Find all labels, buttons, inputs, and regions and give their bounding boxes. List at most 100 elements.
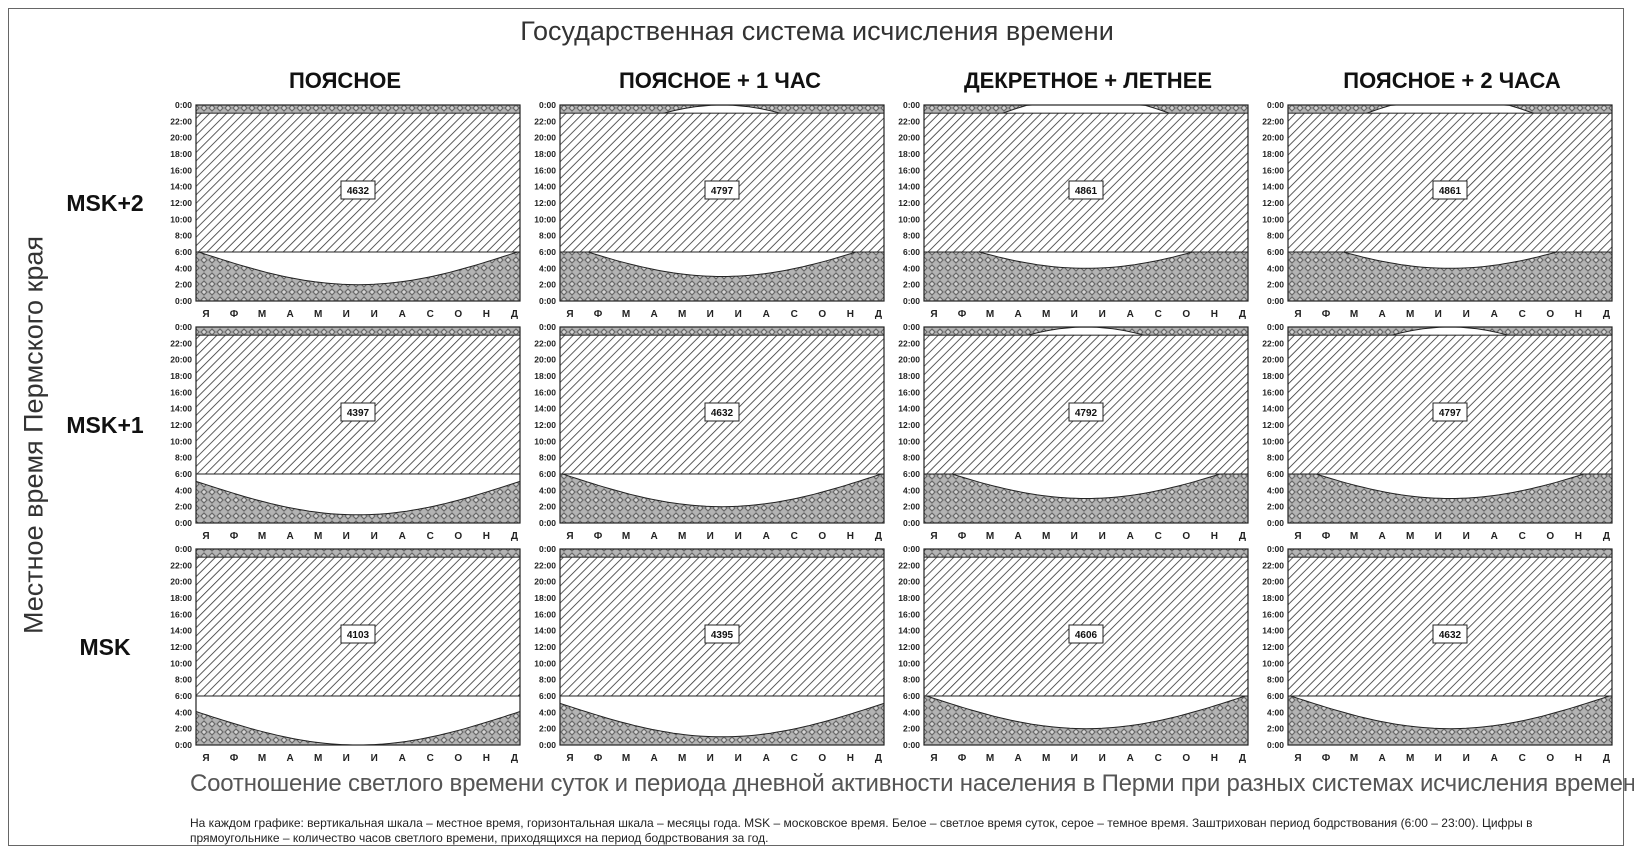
- x-tick-label: А: [399, 531, 406, 542]
- panel-border: [559, 548, 885, 746]
- y-tick-label: 2:00: [175, 280, 192, 290]
- x-tick-label: М: [258, 753, 266, 764]
- y-tick-label: 16:00: [898, 609, 920, 619]
- x-tick-label: О: [818, 531, 826, 542]
- x-tick-label: И: [735, 753, 742, 764]
- x-tick-label: М: [314, 753, 322, 764]
- x-tick-label: М: [1350, 753, 1358, 764]
- value-box: [340, 402, 376, 422]
- x-tick-label: С: [791, 309, 798, 320]
- y-tick-label: 0:00: [903, 322, 920, 332]
- x-tick-label: О: [454, 531, 462, 542]
- x-tick-label: Ф: [958, 309, 967, 320]
- y-tick-label: 12:00: [1262, 198, 1284, 208]
- y-tick-label: 22:00: [898, 116, 920, 126]
- x-tick-label: Н: [1575, 531, 1582, 542]
- x-tick-label: И: [1463, 309, 1470, 320]
- x-tick-label: С: [427, 531, 434, 542]
- x-tick-label: И: [1463, 531, 1470, 542]
- y-tick-label: 0:00: [903, 740, 920, 750]
- x-tick-label: Я: [1294, 753, 1301, 764]
- x-tick-label: И: [707, 531, 714, 542]
- x-tick-label: С: [1519, 309, 1526, 320]
- y-tick-label: 4:00: [903, 263, 920, 273]
- y-tick-label: 10:00: [534, 658, 556, 668]
- y-tick-label: 12:00: [1262, 642, 1284, 652]
- y-tick-label: 6:00: [539, 469, 556, 479]
- y-tick-label: 8:00: [903, 675, 920, 685]
- y-tick-label: 12:00: [170, 642, 192, 652]
- x-tick-label: А: [1491, 753, 1498, 764]
- x-tick-label: И: [735, 309, 742, 320]
- x-tick-label: М: [1406, 753, 1414, 764]
- x-tick-label: И: [343, 309, 350, 320]
- x-tick-label: М: [258, 309, 266, 320]
- x-tick-label: Я: [202, 531, 209, 542]
- y-tick-label: 22:00: [1262, 338, 1284, 348]
- x-tick-label: И: [1435, 531, 1442, 542]
- value-label: 4632: [711, 408, 734, 419]
- x-tick-label: Д: [1603, 309, 1610, 320]
- y-tick-label: 20:00: [534, 577, 556, 587]
- y-tick-label: 14:00: [170, 626, 192, 636]
- y-tick-label: 2:00: [539, 280, 556, 290]
- y-tick-label: 14:00: [898, 404, 920, 414]
- y-tick-label: 10:00: [1262, 658, 1284, 668]
- chart-panel: 0:00 2:00 4:00 6:00 8:00 10:00 12:00 14:00 16:00…: [534, 544, 885, 764]
- x-tick-label: Д: [875, 309, 882, 320]
- y-tick-label: 0:00: [1267, 296, 1284, 306]
- x-tick-label: Н: [1211, 309, 1218, 320]
- x-tick-label: М: [986, 531, 994, 542]
- x-tick-label: О: [1182, 753, 1190, 764]
- panel-border: [923, 326, 1249, 524]
- x-tick-label: И: [371, 753, 378, 764]
- y-tick-label: 18:00: [1262, 371, 1284, 381]
- x-tick-label: А: [1491, 531, 1498, 542]
- value-label: 4797: [1439, 408, 1462, 419]
- y-tick-label: 10:00: [170, 658, 192, 668]
- y-tick-label: 14:00: [1262, 626, 1284, 636]
- x-tick-label: С: [1155, 309, 1162, 320]
- panel-border: [1287, 104, 1613, 302]
- y-tick-label: 22:00: [1262, 560, 1284, 570]
- x-tick-label: А: [1127, 753, 1134, 764]
- y-tick-label: 0:00: [1267, 544, 1284, 554]
- y-tick-label: 0:00: [175, 296, 192, 306]
- chart-panel: 0:00 2:00 4:00 6:00 8:00 10:00 12:00 14:00 16:00…: [534, 322, 885, 542]
- y-tick-label: 6:00: [1267, 469, 1284, 479]
- y-tick-label: 2:00: [903, 280, 920, 290]
- y-tick-label: 12:00: [898, 420, 920, 430]
- y-tick-label: 14:00: [534, 404, 556, 414]
- x-tick-label: Ф: [230, 531, 239, 542]
- y-tick-label: 8:00: [175, 453, 192, 463]
- y-tick-label: 18:00: [898, 593, 920, 603]
- y-tick-label: 4:00: [175, 485, 192, 495]
- y-tick-label: 8:00: [1267, 453, 1284, 463]
- x-tick-label: С: [1519, 531, 1526, 542]
- figure-frame: [8, 8, 1624, 846]
- panel-border: [923, 104, 1249, 302]
- x-tick-label: М: [1042, 309, 1050, 320]
- y-tick-label: 0:00: [175, 100, 192, 110]
- x-tick-label: И: [1435, 309, 1442, 320]
- value-box: [1068, 624, 1104, 644]
- y-tick-label: 8:00: [1267, 675, 1284, 685]
- y-tick-label: 10:00: [534, 214, 556, 224]
- value-box: [1432, 624, 1468, 644]
- y-tick-label: 18:00: [1262, 149, 1284, 159]
- y-tick-label: 16:00: [170, 165, 192, 175]
- x-tick-label: О: [1546, 531, 1554, 542]
- x-tick-label: М: [678, 531, 686, 542]
- y-tick-label: 0:00: [539, 322, 556, 332]
- x-tick-label: Н: [847, 753, 854, 764]
- x-tick-label: М: [986, 309, 994, 320]
- y-tick-label: 18:00: [898, 149, 920, 159]
- x-tick-label: И: [343, 531, 350, 542]
- x-tick-label: Я: [930, 753, 937, 764]
- y-tick-label: 20:00: [1262, 133, 1284, 143]
- x-tick-label: А: [1014, 531, 1021, 542]
- y-tick-label: 12:00: [170, 420, 192, 430]
- x-tick-label: И: [1463, 753, 1470, 764]
- x-tick-label: А: [1491, 309, 1498, 320]
- value-label: 4632: [347, 186, 370, 197]
